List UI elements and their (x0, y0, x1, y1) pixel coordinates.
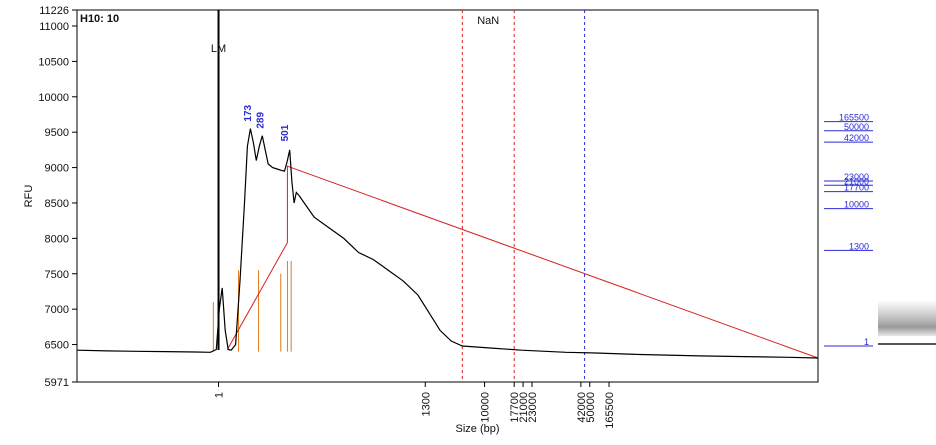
chart-title: H10: 10 (80, 13, 119, 25)
gel-lane-image (878, 300, 936, 350)
x-tick-label: 17700 (509, 392, 521, 423)
y-tick-label: 11000 (39, 21, 69, 33)
ladder-tick-label: 50000 (844, 122, 869, 132)
y-tick-label: 11226 (39, 5, 69, 17)
x-tick-label: 1 (214, 392, 226, 398)
y-tick-label: 5971 (45, 377, 69, 389)
ladder-tick-label: 165500 (839, 113, 869, 123)
nan-label: NaN (477, 15, 499, 27)
rfu-trace (76, 128, 819, 359)
peak-size-label: 289 (256, 112, 267, 129)
ladder-tick-label: 42000 (844, 133, 869, 143)
y-tick-label: 10000 (38, 92, 69, 104)
y-tick-label: 7500 (45, 269, 69, 281)
ladder-tick-label: 10000 (844, 200, 869, 210)
x-tick-label: 50000 (585, 392, 597, 423)
y-tick-label: 8500 (45, 198, 69, 210)
x-tick-label: 42000 (576, 392, 588, 423)
ladder-tick-label: 23000 (844, 172, 869, 182)
y-axis-label: RFU (23, 185, 35, 208)
plot-frame (76, 9, 819, 383)
y-tick-label: 8000 (45, 233, 69, 245)
y-tick-label: 9000 (45, 163, 69, 175)
ladder-tick-label: 17700 (844, 183, 869, 193)
lm-label: LM (211, 43, 226, 55)
y-tick-label: 10500 (38, 56, 69, 68)
x-tick-label: 165500 (604, 392, 616, 429)
x-tick-label: 10000 (480, 392, 492, 423)
y-tick-label: 6500 (45, 340, 69, 352)
y-tick-label: 9500 (45, 127, 69, 139)
ladder-tick-label: 1 (864, 337, 869, 347)
ladder-fit-line (226, 165, 819, 359)
ladder-tick-label: 1300 (849, 241, 869, 251)
x-axis-label: Size (bp) (455, 423, 499, 435)
peak-size-label: 501 (280, 124, 291, 141)
x-tick-label: 1300 (420, 392, 432, 416)
x-tick-label: 21000 (518, 392, 530, 423)
peak-size-label: 173 (243, 104, 254, 121)
x-tick-label: 23000 (527, 392, 539, 423)
ladder-tick-label: 21000 (844, 176, 869, 186)
y-tick-label: 7000 (45, 304, 69, 316)
gel-band-icon (878, 300, 936, 345)
